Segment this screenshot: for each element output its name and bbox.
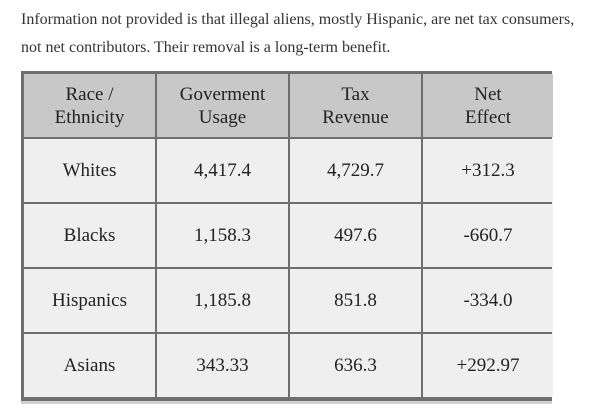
cell-government-usage: 4,417.4 [157, 139, 288, 202]
cell-group: Blacks [24, 204, 155, 267]
cell-group: Asians [24, 334, 155, 397]
cell-government-usage: 1,158.3 [157, 204, 288, 267]
fiscal-effect-table: Race / Ethnicity Goverment Usage Tax Rev… [22, 72, 555, 399]
cell-government-usage: 1,185.8 [157, 269, 288, 332]
header-line: Tax [341, 83, 370, 105]
header-line: Net [474, 83, 502, 105]
cell-net-effect: -660.7 [423, 204, 553, 267]
table-header-row: Race / Ethnicity Goverment Usage Tax Rev… [24, 74, 553, 137]
header-line: Ethnicity [54, 106, 125, 128]
header-government-usage: Goverment Usage [157, 74, 288, 137]
table-row: Asians 343.33 636.3 +292.97 [24, 334, 553, 397]
header-line: Race / [65, 83, 114, 105]
table-container: Race / Ethnicity Goverment Usage Tax Rev… [21, 71, 555, 401]
cell-group: Hispanics [24, 269, 155, 332]
header-net-effect: Net Effect [423, 74, 553, 137]
cell-tax-revenue: 636.3 [290, 334, 421, 397]
cell-net-effect: -334.0 [423, 269, 553, 332]
header-line: Goverment [179, 83, 266, 105]
header-line: Usage [198, 106, 247, 128]
header-line: Effect [464, 106, 512, 128]
table-row: Blacks 1,158.3 497.6 -660.7 [24, 204, 553, 267]
table-bottom-shadow [21, 401, 552, 404]
cell-net-effect: +292.97 [423, 334, 553, 397]
cell-government-usage: 343.33 [157, 334, 288, 397]
cell-group: Whites [24, 139, 155, 202]
header-race-ethnicity: Race / Ethnicity [24, 74, 155, 137]
header-line: Revenue [322, 106, 389, 128]
intro-paragraph: Information not provided is that illegal… [21, 11, 575, 56]
header-tax-revenue: Tax Revenue [290, 74, 421, 137]
cell-tax-revenue: 4,729.7 [290, 139, 421, 202]
cell-net-effect: +312.3 [423, 139, 553, 202]
table-row: Whites 4,417.4 4,729.7 +312.3 [24, 139, 553, 202]
cell-tax-revenue: 497.6 [290, 204, 421, 267]
cell-tax-revenue: 851.8 [290, 269, 421, 332]
table-row: Hispanics 1,185.8 851.8 -334.0 [24, 269, 553, 332]
